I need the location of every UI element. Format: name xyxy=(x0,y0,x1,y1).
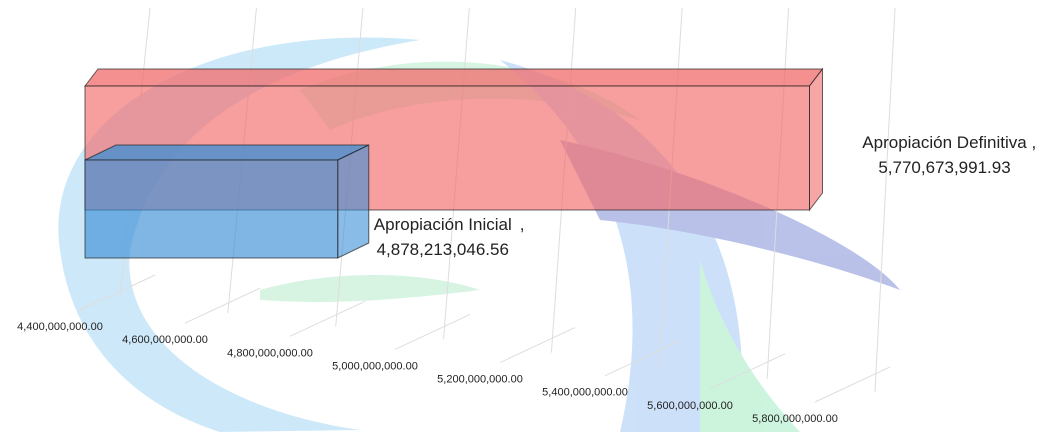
x-tick-label: 4,400,000,000.00 xyxy=(17,321,103,333)
x-tick-label: 5,000,000,000.00 xyxy=(332,360,418,372)
bar-top xyxy=(84,144,369,161)
data-label-category: Apropiación Inicial xyxy=(374,215,512,234)
tick-mark xyxy=(394,313,471,350)
data-label-comma: , xyxy=(520,215,525,234)
bar-side xyxy=(337,144,370,259)
x-tick-label: 5,200,000,000.00 xyxy=(437,374,523,386)
grid-line xyxy=(874,7,896,393)
tick-mark xyxy=(604,340,681,377)
bar-top xyxy=(83,68,824,87)
tick-mark xyxy=(814,366,891,403)
x-tick-label: 4,600,000,000.00 xyxy=(122,334,208,346)
data-label-value: 5,770,673,991.93 xyxy=(878,158,1010,177)
x-tick-label: 5,400,000,000.00 xyxy=(542,387,628,399)
tick-mark xyxy=(184,287,261,324)
tick-mark xyxy=(709,353,786,390)
bar xyxy=(84,159,339,259)
x-tick-label: 5,800,000,000.00 xyxy=(752,413,838,425)
data-label-value: 4,878,213,046.56 xyxy=(377,240,509,259)
tick-mark xyxy=(499,327,576,364)
x-tick-label: 5,600,000,000.00 xyxy=(647,400,733,412)
x-tick-label: 4,800,000,000.00 xyxy=(227,347,313,359)
data-label-category: Apropiación Definitiva xyxy=(862,133,1027,152)
data-label-comma: , xyxy=(1031,133,1036,152)
tick-mark xyxy=(79,274,156,311)
tick-mark xyxy=(289,300,366,337)
bar-side xyxy=(808,67,823,212)
